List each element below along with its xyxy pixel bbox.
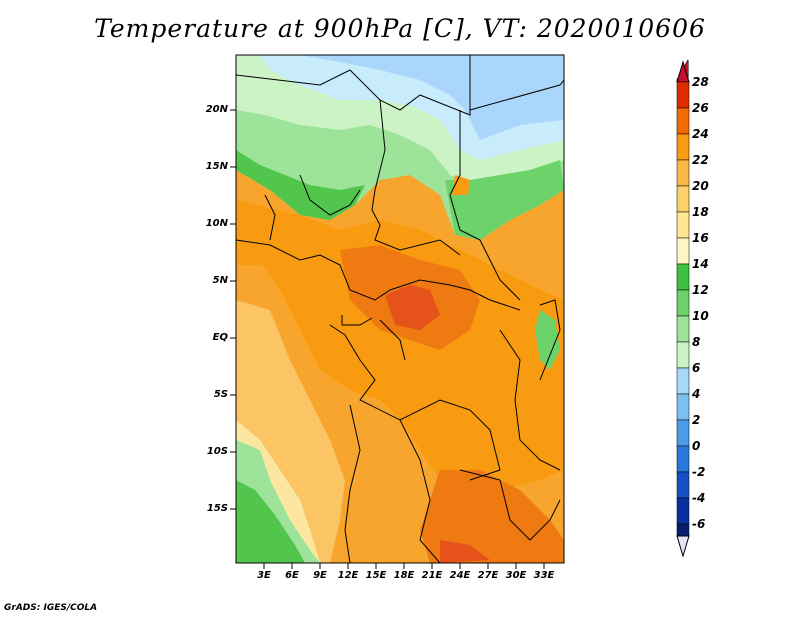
lat-label: 5N: [212, 275, 228, 286]
colorbar-label: 8: [692, 335, 701, 349]
colorbar-label: 4: [692, 387, 701, 401]
lon-label: 30E: [505, 570, 527, 581]
country-borders: [236, 55, 564, 563]
lake-region: [535, 310, 560, 370]
hot-south-east: [420, 470, 564, 563]
credit-text: GrADS: IGES/COLA: [4, 603, 98, 613]
lon-label: 33E: [533, 570, 555, 581]
lon-label: 21E: [421, 570, 443, 581]
colorbar-label: 24: [692, 127, 709, 141]
lon-label: 9E: [313, 570, 327, 581]
colorbar-label: -2: [692, 465, 706, 479]
colorbar-label: -4: [692, 491, 706, 505]
hottest-south: [440, 540, 490, 563]
green-band-east: [445, 160, 564, 240]
colorbar-label: 16: [692, 231, 709, 245]
colorbar-label: 14: [692, 257, 709, 271]
colorbar: [676, 59, 690, 558]
green-coast: [236, 480, 305, 563]
lat-label: 10S: [206, 446, 228, 457]
colorbar-label: 18: [692, 205, 709, 219]
lat-label: 20N: [205, 104, 228, 115]
colorbar-label: 2: [692, 413, 701, 427]
lat-label: 10N: [205, 218, 228, 229]
colorbar-bottom-arrow: [676, 535, 690, 558]
colorbar-label: 20: [692, 179, 709, 193]
plot-frame: [235, 54, 565, 564]
colorbar-label: 0: [692, 439, 701, 453]
lon-label: 6E: [285, 570, 299, 581]
lat-label: 15N: [205, 161, 228, 172]
map-title: Temperature at 900hPa [C], VT: 202001060…: [94, 14, 706, 43]
green-band-west: [236, 150, 365, 220]
warm-interior: [236, 200, 564, 500]
lon-label: 27E: [477, 570, 499, 581]
lat-label: 5S: [213, 389, 228, 400]
hot-spot-north: [452, 175, 470, 195]
colorbar-label: 22: [692, 153, 709, 167]
lon-label: 3E: [257, 570, 271, 581]
lon-label: 15E: [365, 570, 387, 581]
colorbar-label: 26: [692, 101, 709, 115]
colorbar-label: 6: [692, 361, 701, 375]
lat-label: EQ: [212, 332, 228, 343]
lon-label: 18E: [393, 570, 415, 581]
colorbar-label: 10: [692, 309, 709, 323]
lat-label: 15S: [206, 503, 228, 514]
lon-label: 24E: [449, 570, 471, 581]
lon-label: 12E: [337, 570, 359, 581]
colorbar-label: 28: [692, 75, 709, 89]
colorbar-label: -6: [692, 517, 706, 531]
temperature-field: [236, 55, 564, 563]
colorbar-label: 12: [692, 283, 709, 297]
hottest-core: [385, 285, 440, 330]
blue-north: [300, 55, 564, 140]
axis-ticks: [230, 109, 545, 569]
